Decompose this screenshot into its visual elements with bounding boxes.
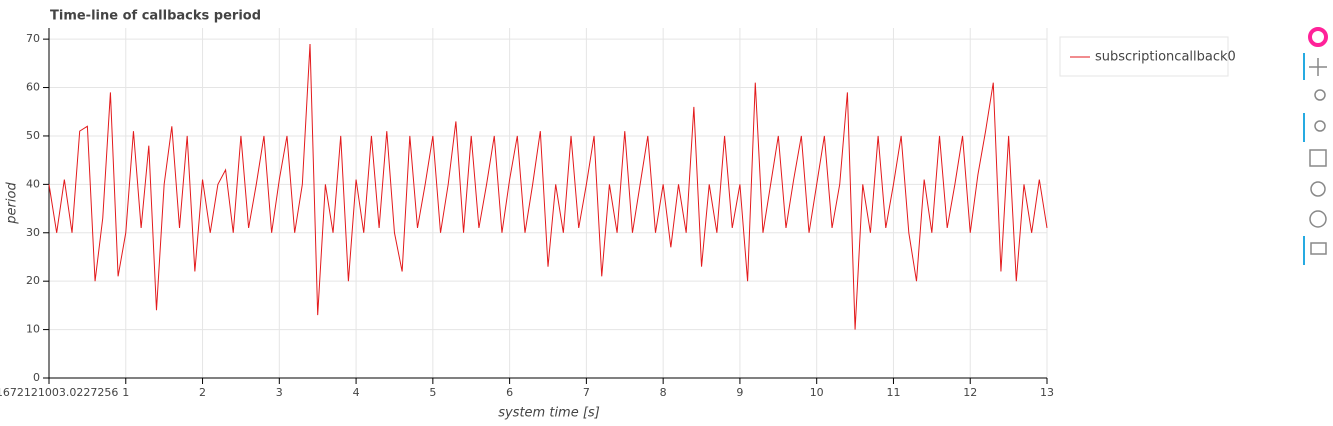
hover-tool[interactable]	[1310, 242, 1327, 255]
box-zoom-tool[interactable]	[1314, 89, 1326, 101]
x-tick-label: 9	[736, 386, 743, 399]
y-tick-label: 50	[26, 129, 40, 142]
x-tick-label: 11	[886, 386, 900, 399]
x-tick-label: 3	[276, 386, 283, 399]
pan-tool[interactable]	[1309, 58, 1327, 76]
y-axis-label: period	[5, 182, 20, 225]
y-tick-label: 60	[26, 81, 40, 94]
x-tick-label: 5	[429, 386, 436, 399]
bokeh-logo[interactable]	[1308, 27, 1328, 47]
legend: subscriptioncallback0	[1059, 36, 1236, 77]
x-tick-label: 6	[506, 386, 513, 399]
x-tick-label: 7	[583, 386, 590, 399]
x-tick-label: 4	[353, 386, 360, 399]
save-tool[interactable]	[1309, 149, 1327, 167]
x-tick-label: 8	[660, 386, 667, 399]
x-tick-label: 2	[199, 386, 206, 399]
x-tick-label: 0+1672121003.0227256	[0, 386, 118, 399]
y-tick-label: 30	[26, 226, 40, 239]
toolbar	[1303, 27, 1328, 265]
y-tick-label: 40	[26, 177, 40, 190]
x-tick-label: 13	[1040, 386, 1054, 399]
x-axis-label: system time [s]	[498, 406, 600, 421]
y-tick-label: 0	[33, 371, 40, 384]
help-tool[interactable]	[1309, 210, 1327, 228]
y-tick-label: 70	[26, 32, 40, 45]
y-tick-label: 20	[26, 274, 40, 287]
chart-title: Time-line of callbacks period	[50, 9, 261, 24]
wheel-zoom-tool[interactable]	[1314, 120, 1326, 132]
data-line	[48, 43, 1048, 330]
legend-label: subscriptioncallback0	[1095, 50, 1236, 65]
reset-tool[interactable]	[1310, 181, 1326, 197]
y-tick-label: 10	[26, 323, 40, 336]
x-tick-label: 1	[122, 386, 129, 399]
x-tick-label: 10	[810, 386, 824, 399]
x-tick-label: 12	[963, 386, 977, 399]
plot-area	[49, 28, 1047, 378]
